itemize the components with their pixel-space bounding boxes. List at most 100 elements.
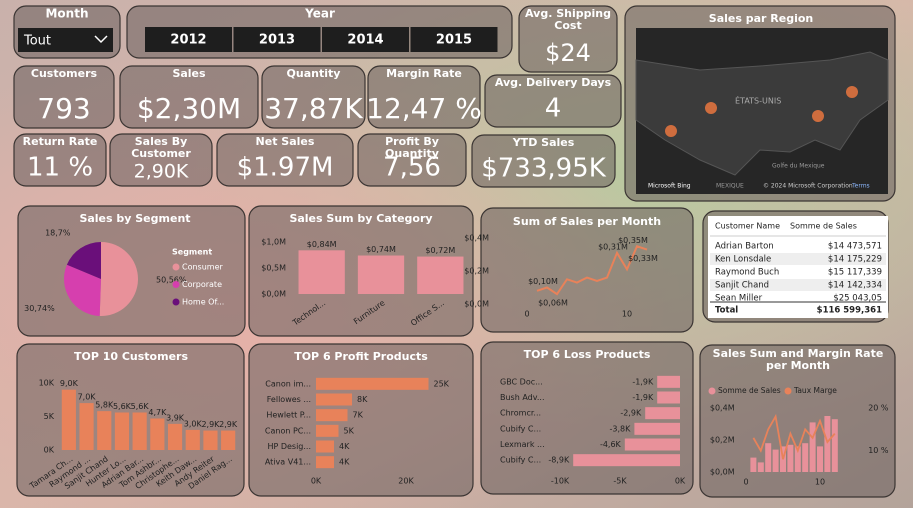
cell: Sean Miller bbox=[715, 294, 763, 304]
bar bbox=[624, 438, 680, 451]
year-option[interactable]: 2014 bbox=[347, 33, 383, 48]
card-label: Margin Rate bbox=[386, 68, 462, 80]
bar bbox=[787, 444, 794, 472]
bar bbox=[167, 423, 183, 450]
data-label: 5,6K bbox=[113, 402, 132, 411]
map-label: ÉTATS-UNIS bbox=[735, 95, 781, 106]
cell: $15 117,339 bbox=[828, 268, 882, 278]
y-tick-label: Cubify C... bbox=[500, 424, 541, 433]
y-tick-label: $0,5M bbox=[261, 264, 286, 273]
card-label: Customers bbox=[30, 68, 98, 80]
card-label-box: Quantity bbox=[287, 68, 341, 80]
year-button[interactable] bbox=[322, 27, 409, 52]
bar bbox=[757, 462, 764, 472]
year-button[interactable] bbox=[233, 27, 321, 52]
card-label-box: Avg. Delivery Days bbox=[495, 77, 611, 89]
bar bbox=[97, 411, 112, 450]
card-value: 7,56 bbox=[383, 153, 441, 183]
card-label-box: YTD Sales bbox=[513, 137, 575, 149]
card-value: $733,95K bbox=[481, 154, 607, 184]
y-tick-label: Hewlett P... bbox=[266, 411, 311, 420]
bar bbox=[417, 256, 464, 294]
data-label: 5,6K bbox=[131, 402, 150, 411]
bar bbox=[794, 446, 801, 472]
year-button[interactable] bbox=[145, 27, 232, 52]
card-label: Net Sales bbox=[255, 136, 315, 148]
card-label-box: Sales By Customer bbox=[131, 136, 191, 160]
year-option[interactable]: 2015 bbox=[436, 33, 472, 48]
bar bbox=[79, 403, 94, 450]
year-option[interactable]: 2013 bbox=[259, 33, 295, 48]
bar bbox=[61, 389, 76, 450]
card-value: $24 bbox=[545, 39, 591, 67]
bar bbox=[657, 391, 680, 404]
pie-slice bbox=[66, 242, 101, 279]
y-tick-label: 10 % bbox=[868, 446, 889, 455]
bar bbox=[357, 255, 405, 294]
y-tick-label: Canon im... bbox=[265, 379, 311, 388]
legend-entry: Taux Marge bbox=[793, 386, 837, 395]
region-bubble bbox=[812, 110, 824, 122]
data-label: 4,7K bbox=[148, 408, 167, 417]
panel bbox=[119, 65, 259, 129]
region-bubble bbox=[846, 86, 858, 98]
cell: Ken Lonsdale bbox=[715, 255, 771, 265]
year-button[interactable] bbox=[410, 27, 498, 52]
data-label: 2,9K bbox=[201, 420, 220, 429]
bar bbox=[221, 430, 236, 450]
bar bbox=[573, 454, 680, 467]
y-tick-label: Ativa V41... bbox=[265, 458, 311, 467]
chart-title: Sum of Sales per Month bbox=[513, 215, 661, 228]
legend-swatch bbox=[784, 387, 792, 395]
y-tick-label: $0,4M bbox=[464, 234, 489, 243]
y-tick-label: $0,2M bbox=[710, 436, 735, 445]
data-label: 8K bbox=[357, 395, 368, 404]
data-label: -1,9K bbox=[632, 377, 654, 386]
data-label: 2,9K bbox=[219, 420, 238, 429]
bar bbox=[203, 430, 218, 450]
data-label: 9,0K bbox=[60, 379, 79, 388]
card-value: 37,87K bbox=[264, 92, 363, 125]
region-bubble bbox=[705, 102, 717, 114]
y-tick-label: $1,0M bbox=[261, 238, 286, 247]
map-title: Sales par Region bbox=[709, 12, 813, 25]
card-value: 4 bbox=[545, 94, 562, 124]
cell: $14 175,229 bbox=[828, 255, 882, 265]
bar bbox=[831, 419, 838, 472]
month-dropdown[interactable] bbox=[18, 28, 113, 52]
data-label: 30,74% bbox=[24, 304, 55, 313]
cell: Raymond Buch bbox=[715, 268, 779, 278]
map-label: Golfe du Mexique bbox=[772, 163, 825, 170]
row-band bbox=[710, 279, 886, 291]
legend-entry: Somme de Sales bbox=[718, 386, 781, 395]
card-label: Profit By Quantity bbox=[385, 136, 439, 160]
dropdown-box bbox=[18, 28, 113, 52]
bar bbox=[316, 440, 334, 453]
card-value: 793 bbox=[37, 92, 90, 125]
data-label: -4,6K bbox=[600, 440, 622, 449]
slicer-title: Year bbox=[304, 7, 335, 21]
data-label: 4K bbox=[339, 458, 350, 467]
card-label-box: Return Rate bbox=[23, 136, 98, 148]
legend-entry: Home Of... bbox=[182, 298, 224, 307]
legend-swatch bbox=[172, 263, 180, 271]
y-tick-label: 10K bbox=[39, 379, 55, 388]
bar bbox=[645, 407, 680, 420]
data-label: 25K bbox=[434, 379, 450, 388]
card-label: Avg. Shipping Cost bbox=[525, 8, 611, 32]
bar bbox=[817, 446, 823, 472]
data-label: $0,31M bbox=[598, 242, 628, 251]
year-option[interactable]: 2012 bbox=[170, 33, 206, 48]
bar bbox=[765, 443, 772, 472]
bar bbox=[114, 412, 130, 450]
card-label-box: Customers bbox=[30, 68, 98, 80]
x-tick-label: 10 bbox=[622, 310, 632, 319]
bar bbox=[150, 418, 165, 450]
table-header: Somme de Sales bbox=[790, 222, 857, 231]
total-value: $116 599,361 bbox=[817, 306, 882, 316]
data-label: 5K bbox=[344, 426, 355, 435]
pie-slice bbox=[99, 242, 138, 317]
chart-title: Sales Sum and Margin Rate per Month bbox=[712, 348, 884, 372]
y-tick-label: Canon PC... bbox=[265, 426, 311, 435]
